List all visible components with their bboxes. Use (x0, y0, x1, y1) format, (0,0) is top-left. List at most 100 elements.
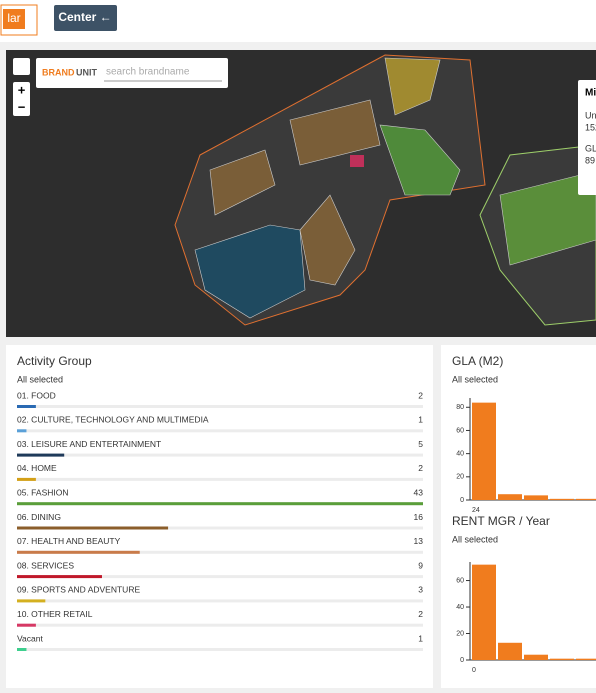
activity-bar (17, 550, 140, 554)
activity-label[interactable]: Vacant (17, 633, 43, 643)
center-button[interactable] (54, 5, 117, 31)
activity-count: 5 (418, 439, 423, 449)
activity-bar (17, 599, 46, 603)
activity-bar (17, 429, 27, 433)
chart-subtitle: All selected (452, 374, 498, 384)
unit[interactable] (350, 155, 364, 167)
activity-label[interactable]: 02. CULTURE, TECHNOLOGY AND MULTIMEDIA (17, 415, 209, 425)
popup (578, 80, 596, 195)
histogram-bar[interactable] (472, 564, 496, 660)
activity-label[interactable]: 01. FOOD (17, 390, 56, 400)
zoom-control (13, 82, 30, 116)
activity-list: 01. FOOD 2 02. CULTURE, TECHNOLOGY AND MUL… (17, 390, 423, 651)
popup-line: Uni (585, 110, 596, 120)
popup-lines: Uni 152 GLA 89 (585, 110, 596, 165)
activity-count: 9 (418, 560, 423, 570)
chart-title: RENT MGR / Year (452, 514, 550, 528)
activity-label[interactable]: 08. SERVICES (17, 560, 74, 570)
charts-panel (441, 345, 596, 688)
bar-track (17, 453, 423, 457)
x-tick-label: 0 (472, 667, 476, 674)
histogram-bar[interactable] (498, 642, 522, 660)
activity-count: 43 (414, 487, 424, 497)
panel-title: Activity Group (17, 354, 92, 368)
logo-mark (3, 9, 25, 29)
activity-bar (17, 623, 36, 627)
tab-brand[interactable]: BRAND (42, 67, 75, 77)
bar-track (17, 550, 423, 554)
unit[interactable] (384, 57, 441, 116)
logo-text: lar (7, 11, 20, 25)
bar-track (17, 648, 423, 651)
zoom-in[interactable]: + (18, 82, 26, 97)
unit[interactable] (379, 124, 461, 196)
histogram-bar[interactable] (472, 402, 496, 500)
panel-subtitle: All selected (17, 374, 63, 384)
x-tick-label: 24 (472, 507, 480, 514)
activity-label[interactable]: 04. HOME (17, 463, 57, 473)
unit[interactable] (209, 149, 276, 216)
activity-count: 16 (414, 512, 424, 522)
y-tick-label: 60 (456, 577, 464, 584)
bar-track (17, 405, 423, 408)
activity-count: 2 (418, 609, 423, 619)
y-tick-label: 0 (460, 497, 464, 504)
activity-bar (17, 477, 36, 481)
unit[interactable] (194, 224, 306, 319)
activity-bar (17, 502, 423, 506)
zoom-out[interactable]: − (18, 99, 26, 114)
y-tick-label: 60 (456, 427, 464, 434)
bar-track (17, 599, 423, 603)
bar-track (17, 623, 423, 627)
activity-label[interactable]: 10. OTHER RETAIL (17, 609, 93, 619)
popup-line: 89 (585, 155, 595, 165)
bar-track (17, 429, 423, 433)
histogram-bar[interactable] (524, 654, 548, 660)
activity-bar (17, 405, 36, 408)
activity-bar (17, 575, 102, 579)
chart-subtitle: All selected (452, 534, 498, 544)
tab-unit[interactable]: UNIT (76, 67, 97, 77)
popup-line: 152 (585, 122, 596, 132)
activity-panel (6, 345, 433, 688)
activity-label[interactable]: 09. SPORTS AND ADVENTURE (17, 585, 140, 595)
popup-line: GLA (585, 143, 596, 153)
bar-track (17, 575, 423, 579)
activity-label[interactable]: 05. FASHION (17, 487, 69, 497)
histogram-bar[interactable] (576, 658, 596, 660)
activity-label[interactable]: 07. HEALTH AND BEAUTY (17, 536, 121, 546)
activity-bar (17, 526, 169, 530)
activity-count: 2 (418, 390, 423, 400)
unit[interactable] (299, 194, 356, 286)
chart-title: GLA (M2) (452, 354, 503, 368)
histogram-bar[interactable] (550, 498, 574, 500)
activity-count: 2 (418, 463, 423, 473)
fullscreen-button[interactable] (13, 58, 30, 75)
histogram-bar[interactable] (576, 498, 596, 500)
bar-track (17, 477, 423, 481)
activity-count: 3 (418, 585, 423, 595)
activity-bar (17, 453, 65, 457)
unit[interactable] (289, 99, 381, 166)
activity-count: 1 (418, 633, 423, 643)
search-input[interactable]: search brandname (106, 67, 190, 78)
y-tick-label: 20 (456, 474, 464, 481)
y-tick-label: 80 (456, 404, 464, 411)
unit[interactable] (499, 174, 596, 266)
bar-track (17, 526, 423, 530)
histogram-bar[interactable] (498, 494, 522, 500)
activity-label[interactable]: 03. LEISURE AND ENTERTAINMENT (17, 439, 161, 449)
y-tick-label: 40 (456, 450, 464, 457)
activity-label[interactable]: 06. DINING (17, 512, 61, 522)
histogram-bar[interactable] (524, 495, 548, 500)
histogram-bar[interactable] (550, 658, 574, 660)
popup-title: Mi (585, 88, 596, 99)
activity-count: 1 (418, 415, 423, 425)
activity-count: 13 (414, 536, 424, 546)
y-tick-label: 0 (460, 657, 464, 664)
center-button-text[interactable]: Center ← (58, 10, 111, 24)
activity-bar (17, 648, 27, 651)
